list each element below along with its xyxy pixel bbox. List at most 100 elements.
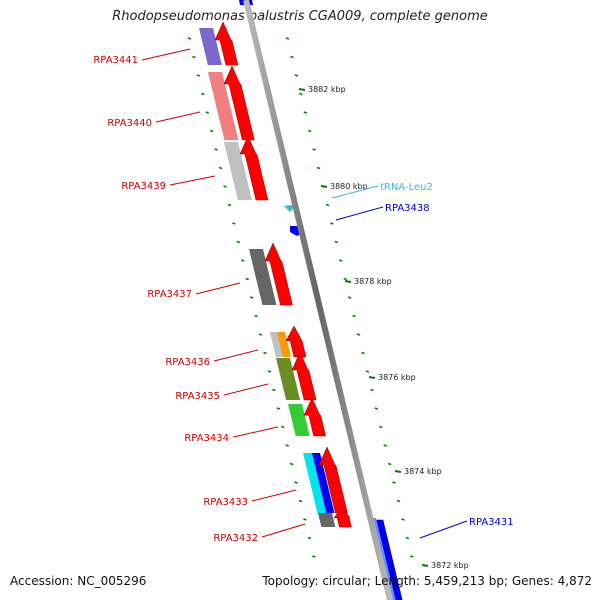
leader-line-rpa3435 xyxy=(223,383,269,396)
axis-tick-right xyxy=(347,296,352,299)
cds-arrow-rpa3437 xyxy=(264,242,293,306)
map-title: Rhodopseudomonas palustris CGA009, compl… xyxy=(112,9,488,24)
cog-box-rpa3436-a xyxy=(270,332,283,357)
gene-label-rpa3432: RPA3432 xyxy=(213,533,258,544)
cog-box-rpa3437 xyxy=(249,249,277,305)
kbp-label: 3882 kbp xyxy=(308,85,346,94)
gene-label-rpa3441: RPA3441 xyxy=(93,55,138,66)
axis-tick-left xyxy=(205,111,210,114)
kbp-label: 3874 kbp xyxy=(404,467,442,476)
leader-line-rpa3432 xyxy=(261,523,306,538)
length-text: Length: 5,459,213 bp xyxy=(367,574,504,588)
kbp-major-tick xyxy=(344,280,352,283)
axis-tick-right xyxy=(294,74,299,77)
gene-label-trna-leu2: tRNA-Leu2 xyxy=(380,182,433,193)
cog-box-rpa3434 xyxy=(288,404,310,436)
kbp-major-tick xyxy=(394,470,402,473)
axis-tick-left xyxy=(236,240,241,244)
axis-tick-left xyxy=(298,499,303,503)
kbp-label: 3880 kbp xyxy=(330,182,368,191)
leader-line-rpa3436 xyxy=(213,349,259,362)
axis-tick-left xyxy=(249,296,254,299)
topology-text: Topology: circular xyxy=(262,574,367,588)
kbp-major-tick xyxy=(298,88,306,91)
axis-tick-right xyxy=(405,536,410,540)
gene-label-rpa3439: RPA3439 xyxy=(121,181,166,192)
leader-line-rpa3437 xyxy=(195,282,241,295)
leader-line-trna-leu2 xyxy=(331,185,379,199)
kbp-label: 3872 kbp xyxy=(431,561,469,570)
axis-tick-right xyxy=(374,407,379,410)
axis-tick-left xyxy=(187,37,192,40)
axis-tick-right xyxy=(290,55,294,59)
accession-text: Accession: NC_005296 xyxy=(10,574,147,588)
axis-tick-left xyxy=(307,536,312,540)
genes-count-text: Genes: 4,872 xyxy=(504,574,592,588)
axis-tick-right xyxy=(303,111,308,114)
axis-tick-left xyxy=(272,388,276,392)
cog-box-rpa3440 xyxy=(208,72,239,140)
axis-tick-right xyxy=(299,92,303,96)
axis-tick-left xyxy=(227,203,232,207)
axis-tick-left xyxy=(280,425,285,429)
axis-tick-left xyxy=(201,92,205,96)
axis-tick-left xyxy=(289,462,294,466)
axis-tick-right xyxy=(334,240,339,244)
cog-box-rpa3441 xyxy=(199,28,222,65)
axis-tick-right xyxy=(383,444,387,447)
axis-tick-right xyxy=(316,166,321,170)
cds-arrow-rpa3435 xyxy=(291,351,317,401)
axis-tick-right xyxy=(392,481,396,484)
axis-tick-left xyxy=(223,185,227,188)
gene-label-rpa3431: RPA3431 xyxy=(469,517,514,528)
cds-arrow-rpa3432 xyxy=(333,506,352,528)
genome-backbone xyxy=(243,0,393,600)
axis-tick-left xyxy=(232,222,236,225)
axis-tick-right xyxy=(325,203,330,207)
gene-label-rpa3437: RPA3437 xyxy=(147,289,192,300)
axis-tick-left xyxy=(258,333,263,336)
axis-tick-left xyxy=(214,148,218,151)
axis-tick-left xyxy=(276,407,281,410)
kbp-major-tick xyxy=(421,564,429,567)
axis-tick-right xyxy=(356,333,361,336)
cog-box-rpa3433-b xyxy=(312,453,335,513)
axis-tick-right xyxy=(410,555,414,558)
axis-tick-left xyxy=(218,166,223,170)
leader-line-rpa3441 xyxy=(141,48,191,61)
axis-tick-left xyxy=(285,444,289,447)
gene-label-rpa3433: RPA3433 xyxy=(203,497,248,508)
axis-tick-right xyxy=(361,351,365,355)
leader-line-rpa3440 xyxy=(155,111,201,123)
kbp-label: 3878 kbp xyxy=(354,277,392,286)
axis-tick-left xyxy=(245,277,249,281)
axis-tick-left xyxy=(241,259,245,262)
axis-tick-right xyxy=(370,388,374,392)
axis-tick-left xyxy=(303,518,307,521)
cds-arrow-rpa3441 xyxy=(214,21,239,66)
axis-tick-right xyxy=(352,314,356,318)
axis-tick-right xyxy=(401,518,405,521)
axis-tick-right xyxy=(307,129,312,133)
axis-tick-left xyxy=(312,555,316,558)
cog-box-rpa3439 xyxy=(224,142,252,200)
axis-tick-right xyxy=(365,370,370,373)
axis-tick-left xyxy=(254,314,258,318)
axis-tick-left xyxy=(267,370,272,373)
cds-arrow-rpa3439 xyxy=(239,135,269,201)
kbp-major-tick xyxy=(368,376,376,379)
kbp-major-tick xyxy=(320,185,328,188)
gene-label-rpa3434: RPA3434 xyxy=(184,433,229,444)
axis-tick-left xyxy=(263,351,267,355)
cog-box-rpa3436-b xyxy=(278,332,291,357)
axis-tick-right xyxy=(387,462,392,466)
axis-tick-right xyxy=(285,37,290,40)
axis-tick-right xyxy=(330,222,334,225)
axis-tick-left xyxy=(196,74,201,77)
kbp-label: 3876 kbp xyxy=(378,373,416,382)
axis-tick-left xyxy=(192,55,196,59)
axis-tick-left xyxy=(209,129,214,133)
leader-line-rpa3434 xyxy=(232,426,279,438)
axis-tick-right xyxy=(343,277,347,281)
cog-box-rpa3435 xyxy=(276,358,301,400)
